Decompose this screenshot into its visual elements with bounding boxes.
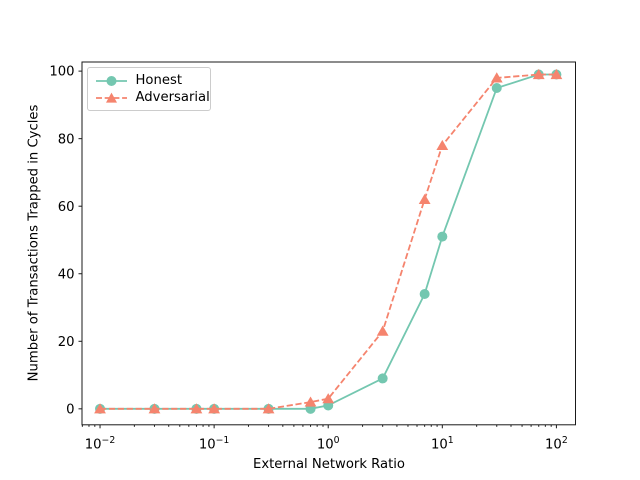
x-tick-label: 101 (431, 435, 454, 453)
y-tick-label: 0 (66, 402, 74, 417)
x-tick-label: 100 (317, 435, 340, 453)
marker-adversarial (94, 403, 106, 414)
legend: Honest Adversarial (86, 67, 211, 111)
y-tick-label: 40 (58, 267, 75, 282)
marker-adversarial (304, 396, 317, 407)
legend-entry-honest: Honest (95, 72, 204, 89)
marker-adversarial (190, 403, 203, 414)
marker-adversarial (376, 325, 389, 336)
x-tick-label: 10−1 (199, 435, 230, 453)
y-tick-label: 20 (58, 335, 75, 350)
marker-honest (377, 373, 388, 384)
x-tick-label: 102 (545, 435, 568, 453)
series-line-honest (100, 73, 557, 410)
y-tick-label: 60 (58, 200, 75, 215)
marker-honest (419, 289, 430, 300)
x-axis-label: External Network Ratio (252, 457, 406, 472)
marker-adversarial (532, 68, 545, 80)
legend-adversarial-sample (95, 92, 127, 103)
marker-honest (437, 231, 448, 242)
y-tick-label: 80 (58, 132, 75, 147)
series-adversarial (94, 68, 563, 414)
marker-adversarial (208, 403, 221, 414)
marker-honest (491, 83, 502, 94)
marker-adversarial (262, 403, 275, 414)
x-tick-label: 10−2 (85, 435, 116, 453)
legend-label-adversarial: Adversarial (135, 90, 210, 105)
marker-adversarial (322, 393, 335, 404)
series-honest (95, 69, 562, 414)
legend-label-honest: Honest (135, 73, 183, 88)
axes-spines (81, 61, 576, 426)
axis-ticks (78, 70, 557, 429)
marker-adversarial (418, 193, 431, 205)
marker-adversarial (490, 72, 503, 83)
marker-adversarial (550, 68, 563, 80)
legend-honest-sample (95, 75, 127, 86)
y-axis-label: Number of Transactions Trapped in Cycles (26, 104, 42, 382)
series-line-adversarial (100, 73, 557, 410)
marker-adversarial (148, 403, 161, 414)
marker-adversarial (436, 139, 449, 151)
y-tick-label: 100 (49, 65, 74, 80)
legend-entry-adversarial: Adversarial (95, 89, 210, 106)
